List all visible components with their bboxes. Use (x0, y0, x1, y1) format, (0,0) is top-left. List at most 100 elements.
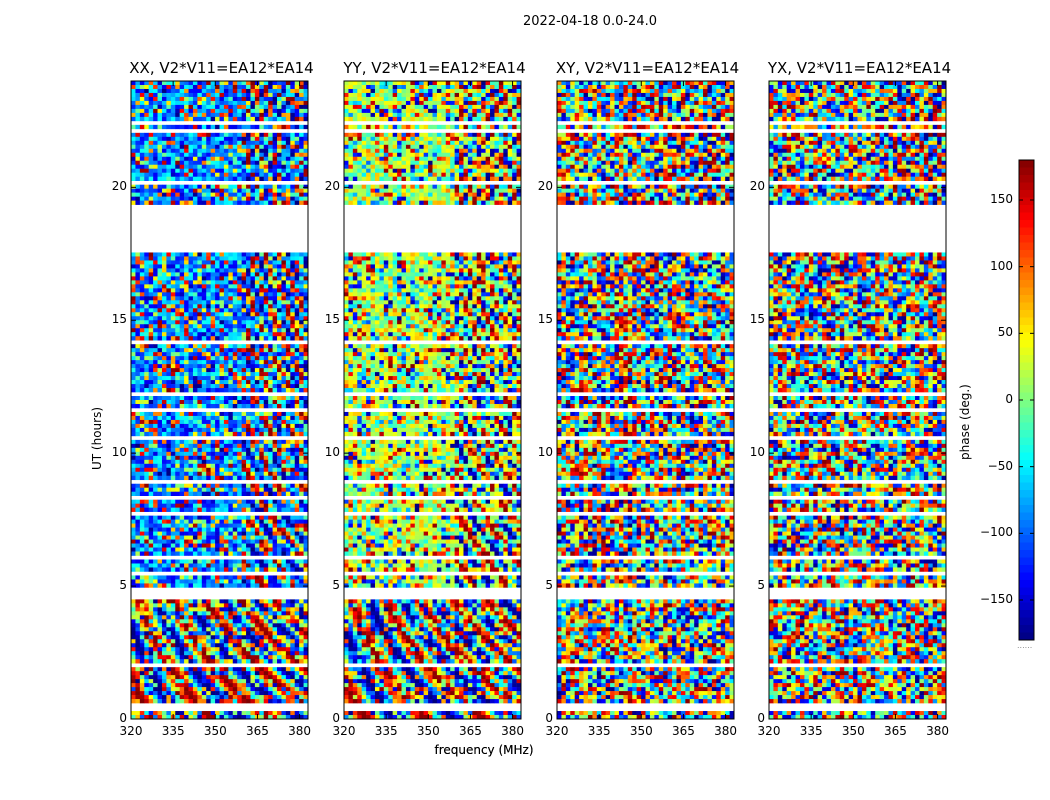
heatmap-cell (188, 324, 194, 329)
heatmap-cell (290, 328, 296, 333)
heatmap-cell (215, 475, 220, 481)
heatmap-cell (184, 360, 189, 365)
heatmap-cell (259, 515, 265, 520)
heatmap-cell (250, 575, 256, 580)
heatmap-cell (285, 427, 291, 433)
heatmap-cell (250, 112, 256, 118)
heatmap-cell (303, 364, 309, 369)
heatmap-cell (210, 507, 216, 512)
heatmap-cell (277, 539, 282, 544)
heatmap-cell (259, 360, 265, 365)
heatmap-cell (259, 400, 265, 405)
heatmap-cell (206, 252, 211, 257)
heatmap-cell (157, 667, 163, 672)
heatmap-cell (272, 671, 278, 676)
heatmap-cell (232, 284, 238, 289)
heatmap-cell (197, 320, 203, 325)
heatmap-cell (272, 200, 278, 205)
heatmap-cell (192, 507, 198, 512)
heatmap-cell (263, 124, 269, 130)
heatmap-cell (157, 156, 163, 162)
heatmap-cell (241, 683, 247, 688)
heatmap-cell (153, 507, 158, 512)
heatmap-cell (135, 659, 141, 664)
heatmap-cell (299, 603, 304, 608)
heatmap-cell (210, 124, 216, 130)
heatmap-cell (290, 132, 296, 138)
heatmap-cell (179, 172, 185, 177)
heatmap-cell (157, 471, 163, 477)
heatmap-cell (166, 611, 172, 616)
heatmap-cell (285, 599, 291, 604)
heatmap-cell (237, 400, 242, 405)
heatmap-cell (161, 627, 167, 632)
heatmap-cell (197, 519, 203, 524)
heatmap-cell (299, 396, 304, 401)
heatmap-cell (246, 687, 251, 692)
heatmap-cell (135, 276, 141, 281)
heatmap-cell (215, 687, 220, 692)
heatmap-cell (148, 643, 154, 648)
heatmap-cell (179, 651, 185, 656)
heatmap-cell (272, 320, 278, 325)
heatmap-cell (250, 344, 256, 349)
heatmap-cell (277, 252, 282, 257)
heatmap-cell (299, 599, 304, 604)
heatmap-cell (259, 276, 265, 281)
heatmap-cell (197, 403, 203, 409)
heatmap-cell (232, 527, 238, 532)
heatmap-cell (170, 603, 176, 608)
heatmap-cell (259, 543, 265, 548)
heatmap-cell (268, 439, 273, 445)
heatmap-cell (210, 152, 216, 158)
heatmap-cell (285, 296, 291, 301)
heatmap-cell (148, 675, 154, 680)
heatmap-cell (250, 336, 256, 341)
heatmap-cell (277, 627, 282, 632)
heatmap-cell (161, 439, 167, 445)
heatmap-cell (197, 112, 203, 118)
heatmap-cell (290, 348, 296, 353)
heatmap-cell (148, 551, 154, 556)
heatmap-cell (294, 184, 300, 189)
heatmap-cell (228, 360, 234, 365)
heatmap-cell (250, 100, 256, 106)
heatmap-cell (179, 451, 185, 457)
heatmap-cell (184, 431, 189, 437)
heatmap-cell (170, 272, 176, 277)
heatmap-cell (197, 328, 203, 333)
heatmap-cell (294, 348, 300, 353)
heatmap-cell (215, 607, 220, 612)
heatmap-cell (157, 81, 163, 86)
heatmap-cell (303, 268, 309, 273)
heatmap-cell (254, 400, 260, 405)
heatmap-cell (303, 344, 309, 349)
heatmap-cell (197, 104, 203, 110)
heatmap-cell (263, 411, 269, 417)
heatmap-cell (263, 92, 269, 98)
heatmap-cell (192, 483, 198, 489)
heatmap-cell (263, 519, 269, 524)
heatmap-cell (281, 140, 287, 146)
heatmap-cell (246, 200, 251, 205)
heatmap-cell (148, 483, 154, 489)
heatmap-cell (201, 264, 207, 269)
heatmap-cell (135, 683, 141, 688)
heatmap-cell (303, 659, 309, 664)
heatmap-cell (201, 364, 207, 369)
heatmap-cell (210, 543, 216, 548)
heatmap-cell (263, 260, 269, 265)
heatmap-cell (259, 312, 265, 317)
heatmap-cell (188, 192, 194, 197)
heatmap-cell (294, 276, 300, 281)
heatmap-cell (223, 415, 229, 421)
heatmap-cell (237, 368, 242, 373)
heatmap-cell (179, 655, 185, 660)
heatmap-cell (157, 475, 163, 481)
heatmap-cell (277, 567, 282, 572)
heatmap-cell (303, 172, 309, 177)
heatmap-cell (223, 539, 229, 544)
heatmap-cell (246, 647, 251, 652)
heatmap-cell (281, 615, 287, 620)
heatmap-cell (241, 639, 247, 644)
